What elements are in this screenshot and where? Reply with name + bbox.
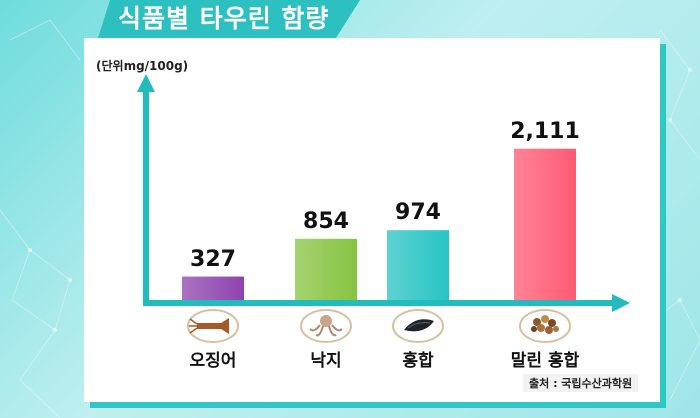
dried-mussel-icon xyxy=(519,309,571,347)
octopus-icon xyxy=(300,309,352,347)
bar-3 xyxy=(387,230,449,300)
x-axis-arrow xyxy=(612,294,630,312)
category-label-2: 낙지 xyxy=(310,351,342,371)
y-axis-arrow xyxy=(137,74,155,92)
value-label-4: 2,111 xyxy=(510,118,580,144)
value-label-2: 854 xyxy=(303,208,349,234)
source-note: 출처 : 국립수산과학원 xyxy=(523,374,639,392)
bar-chart xyxy=(137,74,630,312)
value-label-3: 974 xyxy=(395,200,441,226)
category-label-4: 말린 홍합 xyxy=(510,351,580,371)
squid-icon xyxy=(187,309,239,347)
value-label-1: 327 xyxy=(190,246,236,272)
unit-label: (단위mg/100g) xyxy=(96,59,189,73)
chart-title: 식품별 타우린 함량 xyxy=(118,4,330,33)
title-banner xyxy=(98,0,360,38)
bar-1 xyxy=(182,276,244,300)
mussel-icon xyxy=(392,309,444,347)
category-label-3: 홍합 xyxy=(402,351,434,371)
bar-4 xyxy=(514,148,576,300)
category-label-1: 오징어 xyxy=(189,351,237,371)
bar-2 xyxy=(295,238,357,300)
